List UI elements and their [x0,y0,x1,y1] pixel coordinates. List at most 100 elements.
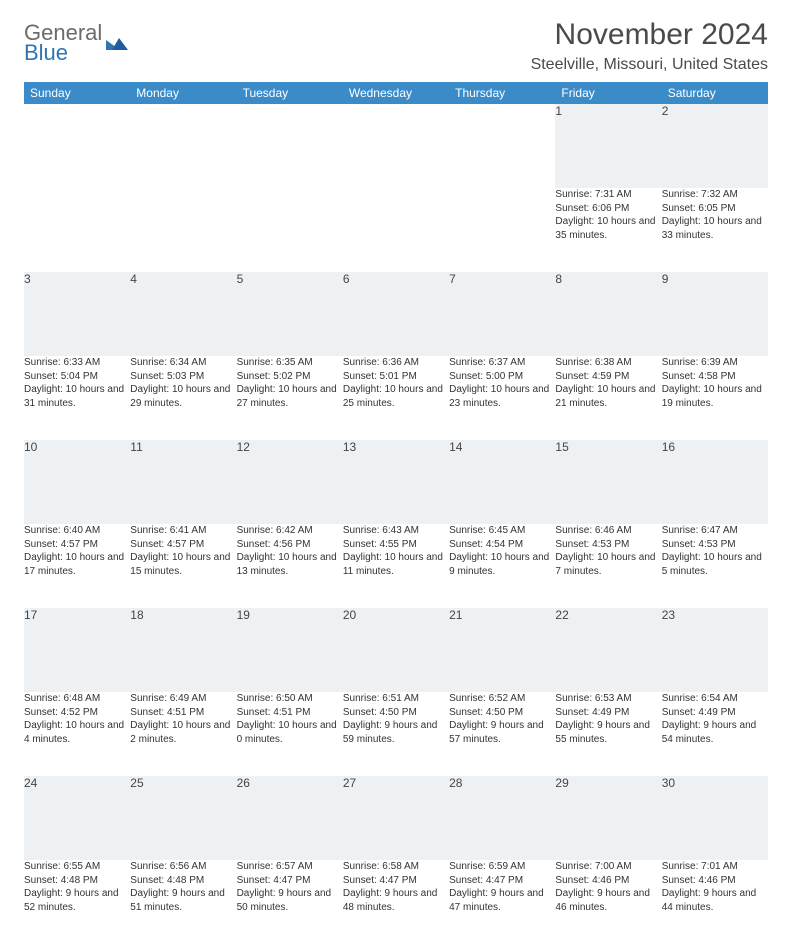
day-body-cell: Sunrise: 6:39 AMSunset: 4:58 PMDaylight:… [662,356,768,440]
daylight-text: Daylight: 10 hours and 4 minutes. [24,719,130,746]
sunset-text: Sunset: 5:01 PM [343,370,449,384]
sunrise-text: Sunrise: 6:47 AM [662,524,768,538]
daylight-text: Daylight: 9 hours and 57 minutes. [449,719,555,746]
day-number-cell [343,104,449,188]
day-body-cell: Sunrise: 7:00 AMSunset: 4:46 PMDaylight:… [555,860,661,944]
day-number-cell: 18 [130,608,236,692]
sunset-text: Sunset: 4:47 PM [237,874,343,888]
daylight-text: Daylight: 10 hours and 15 minutes. [130,551,236,578]
daybody-row: Sunrise: 6:55 AMSunset: 4:48 PMDaylight:… [24,860,768,944]
daybody-row: Sunrise: 6:40 AMSunset: 4:57 PMDaylight:… [24,524,768,608]
sunset-text: Sunset: 4:50 PM [343,706,449,720]
sunset-text: Sunset: 4:55 PM [343,538,449,552]
sunset-text: Sunset: 5:00 PM [449,370,555,384]
sunrise-text: Sunrise: 6:33 AM [24,356,130,370]
col-monday: Monday [130,82,236,104]
header: General Blue November 2024 Steelville, M… [24,18,768,74]
location: Steelville, Missouri, United States [531,56,768,74]
sunrise-text: Sunrise: 6:45 AM [449,524,555,538]
day-number-cell [130,104,236,188]
daylight-text: Daylight: 10 hours and 0 minutes. [237,719,343,746]
sunrise-text: Sunrise: 7:32 AM [662,188,768,202]
sunrise-text: Sunrise: 6:34 AM [130,356,236,370]
day-body-cell: Sunrise: 6:34 AMSunset: 5:03 PMDaylight:… [130,356,236,440]
sunrise-text: Sunrise: 6:55 AM [24,860,130,874]
day-number-cell: 8 [555,272,661,356]
day-number-cell: 12 [237,440,343,524]
day-body-cell: Sunrise: 6:45 AMSunset: 4:54 PMDaylight:… [449,524,555,608]
sunrise-text: Sunrise: 7:31 AM [555,188,661,202]
day-body-cell: Sunrise: 6:46 AMSunset: 4:53 PMDaylight:… [555,524,661,608]
sunset-text: Sunset: 4:51 PM [237,706,343,720]
daynum-row: 10111213141516 [24,440,768,524]
day-body-cell [449,188,555,272]
sunset-text: Sunset: 4:53 PM [555,538,661,552]
sunrise-text: Sunrise: 6:57 AM [237,860,343,874]
daynum-row: 3456789 [24,272,768,356]
day-body-cell: Sunrise: 6:40 AMSunset: 4:57 PMDaylight:… [24,524,130,608]
day-number-cell: 15 [555,440,661,524]
page-title: November 2024 [531,18,768,52]
day-body-cell [24,188,130,272]
col-sunday: Sunday [24,82,130,104]
day-body-cell: Sunrise: 7:32 AMSunset: 6:05 PMDaylight:… [662,188,768,272]
sunset-text: Sunset: 5:02 PM [237,370,343,384]
day-number-cell: 4 [130,272,236,356]
day-number-cell: 17 [24,608,130,692]
daylight-text: Daylight: 9 hours and 51 minutes. [130,887,236,914]
day-body-cell: Sunrise: 6:58 AMSunset: 4:47 PMDaylight:… [343,860,449,944]
sunset-text: Sunset: 4:49 PM [555,706,661,720]
day-body-cell: Sunrise: 6:48 AMSunset: 4:52 PMDaylight:… [24,692,130,776]
daylight-text: Daylight: 10 hours and 19 minutes. [662,383,768,410]
day-body-cell: Sunrise: 6:33 AMSunset: 5:04 PMDaylight:… [24,356,130,440]
day-number-cell [24,104,130,188]
day-number-cell: 28 [449,776,555,860]
day-number-cell: 3 [24,272,130,356]
sunset-text: Sunset: 6:06 PM [555,202,661,216]
sunrise-text: Sunrise: 6:53 AM [555,692,661,706]
sunrise-text: Sunrise: 6:50 AM [237,692,343,706]
sunset-text: Sunset: 4:49 PM [662,706,768,720]
daylight-text: Daylight: 9 hours and 48 minutes. [343,887,449,914]
daylight-text: Daylight: 9 hours and 54 minutes. [662,719,768,746]
col-tuesday: Tuesday [237,82,343,104]
calendar-table: Sunday Monday Tuesday Wednesday Thursday… [24,82,768,944]
sunrise-text: Sunrise: 6:42 AM [237,524,343,538]
day-number-cell: 19 [237,608,343,692]
daylight-text: Daylight: 10 hours and 25 minutes. [343,383,449,410]
sunset-text: Sunset: 4:46 PM [555,874,661,888]
sunrise-text: Sunrise: 6:46 AM [555,524,661,538]
sunset-text: Sunset: 5:03 PM [130,370,236,384]
day-body-cell: Sunrise: 6:54 AMSunset: 4:49 PMDaylight:… [662,692,768,776]
logo-mark-icon [106,34,128,54]
sunset-text: Sunset: 4:57 PM [130,538,236,552]
day-body-cell: Sunrise: 6:52 AMSunset: 4:50 PMDaylight:… [449,692,555,776]
sunrise-text: Sunrise: 6:52 AM [449,692,555,706]
day-body-cell [237,188,343,272]
daylight-text: Daylight: 10 hours and 23 minutes. [449,383,555,410]
day-body-cell: Sunrise: 6:53 AMSunset: 4:49 PMDaylight:… [555,692,661,776]
col-thursday: Thursday [449,82,555,104]
daybody-row: Sunrise: 7:31 AMSunset: 6:06 PMDaylight:… [24,188,768,272]
day-number-cell: 2 [662,104,768,188]
day-number-cell: 13 [343,440,449,524]
day-number-cell: 16 [662,440,768,524]
daylight-text: Daylight: 9 hours and 59 minutes. [343,719,449,746]
day-number-cell: 7 [449,272,555,356]
sunset-text: Sunset: 4:51 PM [130,706,236,720]
daylight-text: Daylight: 9 hours and 52 minutes. [24,887,130,914]
daylight-text: Daylight: 10 hours and 13 minutes. [237,551,343,578]
daylight-text: Daylight: 9 hours and 44 minutes. [662,887,768,914]
day-number-cell: 22 [555,608,661,692]
day-number-cell: 26 [237,776,343,860]
day-body-cell: Sunrise: 6:56 AMSunset: 4:48 PMDaylight:… [130,860,236,944]
day-number-cell: 5 [237,272,343,356]
day-body-cell [130,188,236,272]
sunrise-text: Sunrise: 6:35 AM [237,356,343,370]
sunset-text: Sunset: 4:47 PM [343,874,449,888]
day-number-cell: 27 [343,776,449,860]
daybody-row: Sunrise: 6:33 AMSunset: 5:04 PMDaylight:… [24,356,768,440]
day-body-cell: Sunrise: 6:37 AMSunset: 5:00 PMDaylight:… [449,356,555,440]
logo: General Blue [24,22,128,64]
sunrise-text: Sunrise: 6:39 AM [662,356,768,370]
